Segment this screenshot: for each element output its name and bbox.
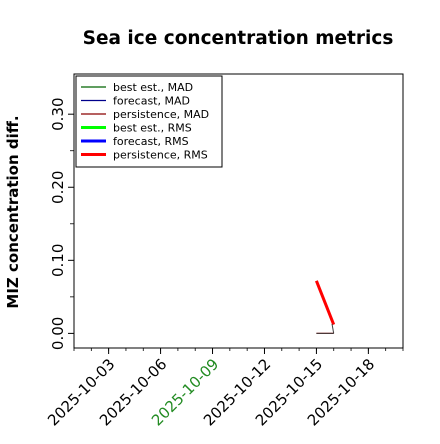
y-tick-label-1: 0.10 [49, 244, 67, 277]
reference-line-1 [331, 323, 335, 334]
y-tick-label-0: 0.00 [49, 317, 67, 350]
plot-frame [73, 73, 404, 349]
y-axis-label: MIZ concentration diff. [4, 115, 22, 308]
legend-label-0: best est., MAD [113, 81, 193, 94]
legend-label-2: persistence, MAD [113, 108, 209, 121]
legend-label-4: forecast, RMS [113, 135, 189, 148]
legend-label-5: persistence, RMS [113, 149, 208, 162]
legend-label-1: forecast, MAD [113, 95, 190, 108]
legend-label-3: best est., RMS [113, 122, 192, 135]
chart-title: Sea ice concentration metrics [83, 28, 394, 49]
plot-area [315, 280, 336, 334]
y-tick-label-2: 0.20 [49, 171, 67, 204]
series-line-5 [315, 280, 336, 326]
y-tick-label-3: 0.30 [49, 97, 67, 130]
legend-box [75, 75, 223, 168]
